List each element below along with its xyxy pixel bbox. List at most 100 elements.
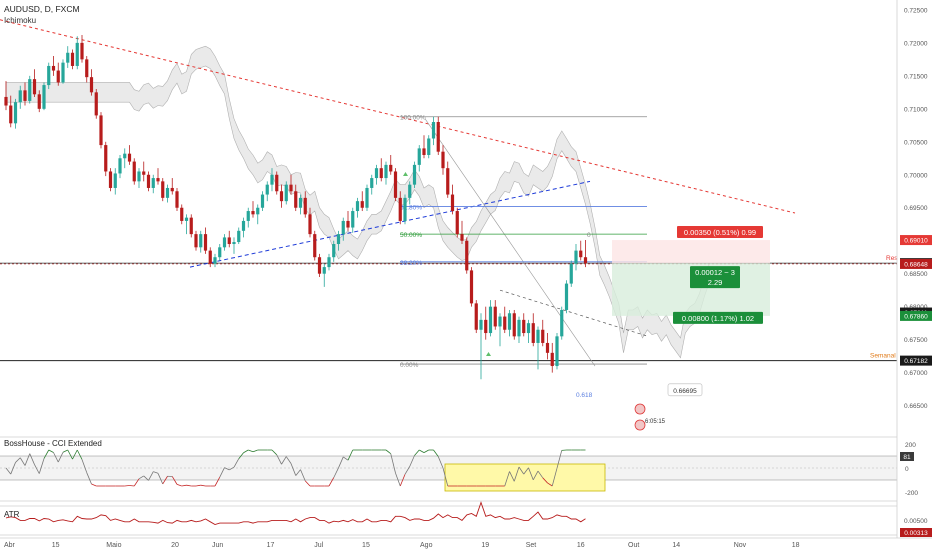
candle <box>203 227 208 254</box>
candle <box>99 112 103 149</box>
candle <box>47 62 51 90</box>
time-tick-label: 20 <box>171 542 179 549</box>
price-badge <box>900 355 932 366</box>
candle <box>89 69 94 96</box>
candle <box>28 75 32 104</box>
cci-segment <box>124 485 130 487</box>
cci-segment <box>153 471 159 474</box>
cci-segment <box>513 466 520 482</box>
cci-segment <box>219 467 225 478</box>
candle <box>446 161 450 198</box>
reward-badge-text: 0.00800 (1.17%) 1.02 <box>682 314 754 323</box>
candle <box>108 168 113 192</box>
cci-segment <box>57 452 64 463</box>
candle <box>189 214 193 238</box>
time-tick-label: Out <box>628 542 639 549</box>
cci-segment <box>133 478 140 487</box>
time-tick-label: 17 <box>267 542 275 549</box>
candle <box>85 56 89 83</box>
cci-segment <box>62 449 68 453</box>
cci-segment <box>224 467 230 471</box>
cci-segment <box>271 449 278 456</box>
candle <box>294 184 298 212</box>
cci-segment <box>157 473 164 485</box>
candle <box>313 230 317 261</box>
value-box <box>667 383 703 397</box>
cci-segment <box>414 449 420 456</box>
cci-segment <box>290 463 297 476</box>
atr-current-label: 0.00313 <box>904 530 928 537</box>
risk-badge <box>677 226 763 239</box>
channel-line <box>499 289 649 337</box>
cci-segment <box>181 484 187 487</box>
candle <box>450 184 455 215</box>
candle <box>66 46 70 68</box>
cci-segment <box>523 467 529 475</box>
candle <box>503 306 507 334</box>
candle <box>246 207 250 228</box>
risk-zone <box>612 240 770 264</box>
candle <box>332 240 336 262</box>
candle <box>237 227 241 245</box>
candle <box>265 181 269 202</box>
candle <box>517 316 521 343</box>
candle <box>398 191 402 225</box>
price-tick-label: 0.68500 <box>904 271 928 278</box>
event-icon <box>634 403 646 415</box>
cci-segment <box>419 449 425 454</box>
cci-segment <box>243 449 249 454</box>
candle <box>127 145 132 165</box>
indicator-label-ichimoku[interactable]: Ichimoku <box>4 16 37 25</box>
entry-badge <box>690 266 740 289</box>
time-axis: Abr 15 Maio 20 Jun 17 Jul 15 Ago 19 Set 16 Out 14 Nov 1… <box>0 537 932 549</box>
time-tick-label: Maio <box>106 542 121 549</box>
candle <box>412 161 417 188</box>
cci-segment <box>5 467 12 475</box>
value-box-text: 0.66695 <box>673 388 697 395</box>
res-text: Res <box>886 255 898 262</box>
candle <box>526 319 531 343</box>
candle <box>474 300 478 334</box>
atr-panel-label[interactable]: ATR <box>4 510 20 519</box>
candlestick-series <box>4 34 588 380</box>
risk-badge-text: 0.00350 (0.51%) 0.99 <box>684 228 756 237</box>
candle <box>156 168 160 185</box>
cci-segment <box>551 468 558 487</box>
cci-segment <box>300 469 306 482</box>
candle <box>379 158 383 182</box>
price-tick-label: 0.70500 <box>904 139 928 146</box>
price-tick-label: 0.67500 <box>904 337 928 344</box>
candle <box>455 207 459 238</box>
cci-segment <box>43 449 50 459</box>
annotations: Res Semanal 0 0.618 0.66695 6:05:15 <box>403 172 898 431</box>
candle <box>18 85 22 109</box>
candle <box>403 194 407 225</box>
candle <box>541 319 545 347</box>
cci-segment <box>399 474 406 487</box>
cci-tick-label: -200 <box>905 490 918 497</box>
cci-segment <box>176 483 182 487</box>
candle <box>336 230 341 251</box>
cci-segment <box>29 453 35 465</box>
fibonacci-retracement[interactable]: 100.00% 61.80% 50.00% 38.20% 0.00% <box>400 115 647 369</box>
event-icon <box>634 419 646 431</box>
candle <box>23 82 27 106</box>
candle <box>351 207 355 233</box>
candle <box>469 267 474 307</box>
candle <box>123 148 127 169</box>
time-tick-label: Jul <box>314 542 323 549</box>
candle <box>279 184 284 208</box>
zero-marker: 0 <box>587 232 591 239</box>
position-tool[interactable]: 0.00350 (0.51%) 0.99 0.00012 ~ 32.29 0.008… <box>612 226 770 324</box>
cci-segment <box>343 456 349 461</box>
cci-panel-label[interactable]: BossHouse - CCI Extended <box>4 439 102 448</box>
cci-segment <box>19 457 26 466</box>
candle <box>408 181 412 205</box>
candle <box>479 313 483 380</box>
candle <box>151 174 155 194</box>
candle <box>270 168 274 192</box>
cci-segment <box>186 484 192 487</box>
candle <box>227 230 231 248</box>
price-badge-label: 0.68648 <box>904 261 928 268</box>
